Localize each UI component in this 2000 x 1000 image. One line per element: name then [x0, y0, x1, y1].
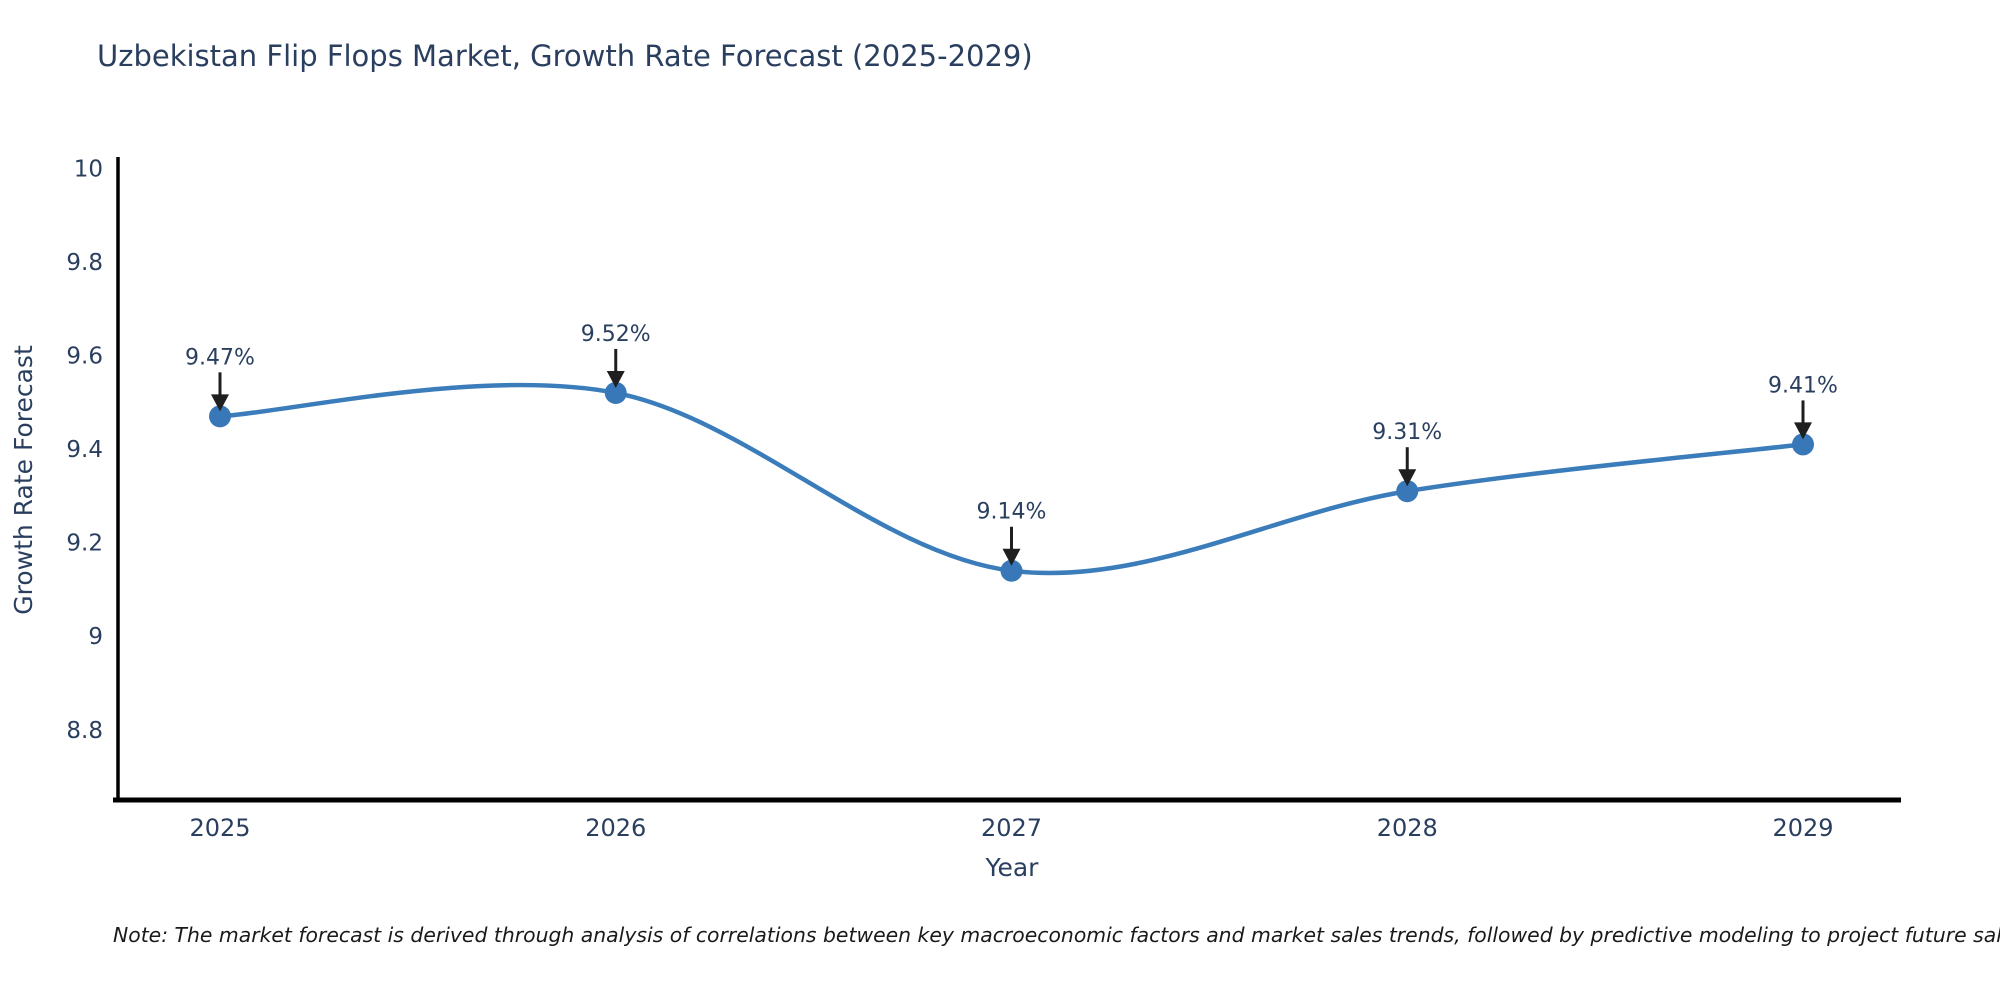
x-axis-tick-labels: 2025 2026 2027 2028 2029	[189, 814, 1833, 842]
point-value-label: 9.31%	[1372, 420, 1442, 445]
annotation-arrowhead	[1002, 548, 1021, 566]
chart-title: Uzbekistan Flip Flops Market, Growth Rat…	[97, 39, 1033, 73]
y-tick-label: 10	[74, 156, 103, 182]
data-point-marker	[1396, 480, 1419, 503]
x-axis-title: Year	[985, 853, 1040, 882]
series-markers	[209, 381, 1814, 582]
y-tick-label: 9.8	[66, 250, 103, 276]
point-value-label: 9.47%	[185, 345, 255, 370]
data-point-marker	[604, 381, 627, 404]
annotation-arrowhead	[1794, 422, 1812, 440]
x-tick-label: 2025	[189, 814, 250, 842]
annotation-arrowhead	[211, 394, 229, 412]
y-tick-label: 8.8	[66, 718, 103, 744]
y-axis-tick-labels: 10 9.8 9.6 9.4 9.2 9 8.8	[66, 156, 103, 743]
y-tick-label: 9	[88, 624, 103, 650]
point-value-label: 9.41%	[1768, 373, 1838, 398]
data-point-marker	[1000, 559, 1023, 582]
point-value-label: 9.52%	[581, 322, 651, 347]
y-tick-label: 9.4	[66, 437, 103, 463]
data-point-marker	[209, 405, 231, 428]
annotation-arrowhead	[606, 370, 625, 388]
x-tick-label: 2029	[1772, 814, 1833, 842]
x-tick-label: 2026	[585, 814, 646, 842]
x-tick-label: 2027	[981, 814, 1042, 842]
annotation-arrowhead	[1398, 469, 1417, 487]
point-annotations: 9.47% 9.52% 9.14% 9.31% 9.41%	[185, 322, 1838, 566]
data-point-marker	[1792, 433, 1814, 456]
point-value-label: 9.14%	[977, 500, 1047, 525]
y-axis-title: Growth Rate Forecast	[9, 345, 38, 615]
y-tick-label: 9.6	[66, 344, 103, 370]
y-tick-label: 9.2	[66, 531, 103, 557]
footnote: Note: The market forecast is derived thr…	[113, 923, 2000, 947]
x-tick-label: 2028	[1377, 814, 1438, 842]
